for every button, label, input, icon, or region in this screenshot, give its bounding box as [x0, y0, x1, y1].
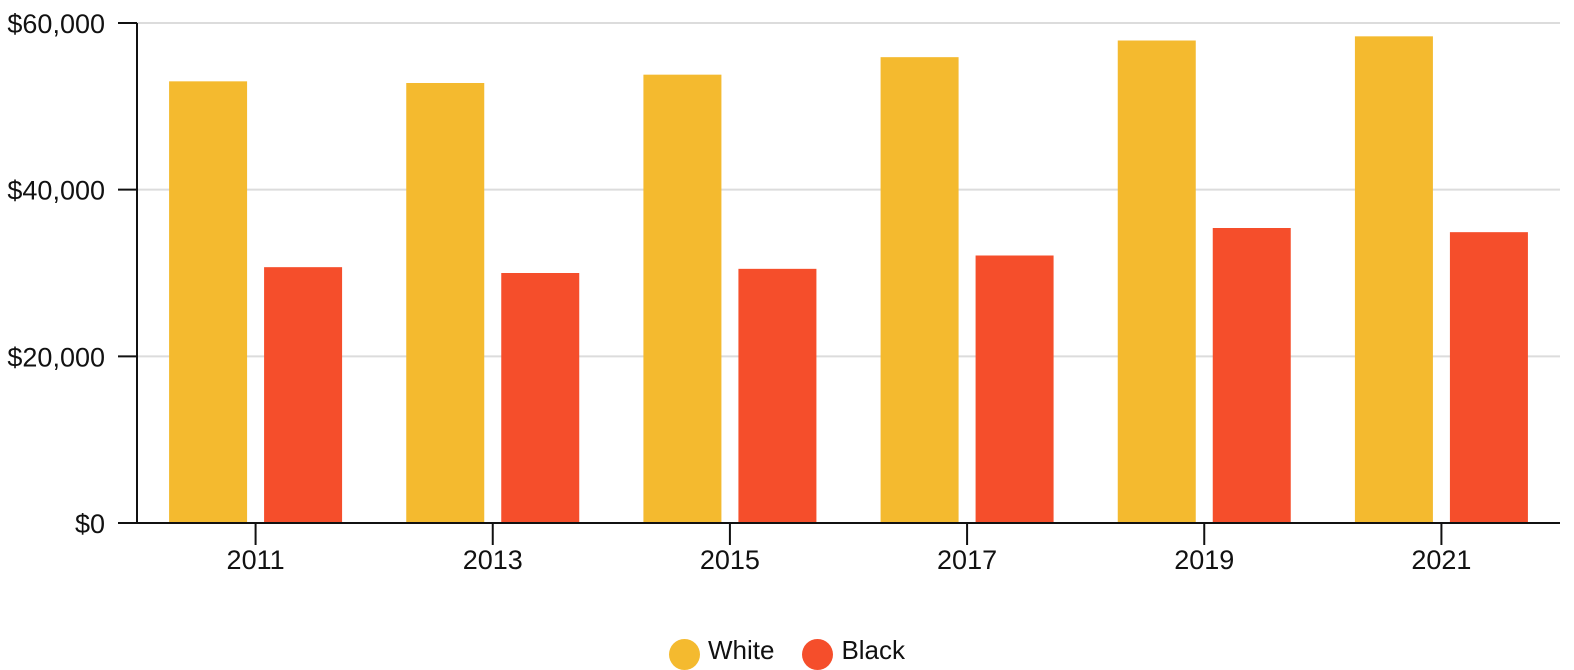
bars — [169, 36, 1528, 524]
legend-label-white: White — [707, 635, 775, 665]
legend-swatch-white — [668, 638, 700, 670]
x-tick-label: 2017 — [937, 545, 997, 575]
legend-swatch-black — [802, 638, 834, 670]
x-tick-label: 2011 — [227, 545, 285, 575]
x-tick-label: 2013 — [463, 545, 523, 575]
bar-black-2015 — [738, 268, 817, 523]
x-tick-label: 2019 — [1174, 545, 1234, 575]
legend: White Black — [0, 630, 1574, 670]
bar-white-2017 — [880, 57, 959, 524]
tick-labels: $0 $20,000 $40,000 $60,000 2011 2013 2015 2017 2… — [7, 9, 1471, 575]
x-tick-label: 2021 — [1411, 545, 1471, 575]
bar-white-2015 — [643, 74, 722, 524]
bar-black-2011 — [264, 267, 343, 523]
x-tick-label: 2015 — [700, 545, 760, 575]
bar-white-2011 — [169, 81, 248, 523]
bar-black-2021 — [1449, 232, 1528, 523]
y-tick-label: $20,000 — [7, 342, 105, 372]
y-tick-label: $0 — [75, 509, 105, 539]
bar-black-2019 — [1212, 228, 1291, 523]
bar-white-2021 — [1354, 36, 1433, 523]
legend-item-black: Black — [802, 635, 906, 670]
y-tick-label: $60,000 — [7, 9, 105, 39]
y-tick-label: $40,000 — [7, 176, 105, 206]
gridlines — [137, 22, 1560, 358]
bar-black-2017 — [975, 255, 1054, 523]
bar-white-2019 — [1117, 40, 1196, 523]
axes — [118, 22, 1560, 545]
bar-black-2013 — [501, 273, 580, 523]
bar-white-2013 — [406, 83, 485, 523]
legend-item-white: White — [668, 635, 775, 670]
legend-label-black: Black — [841, 635, 906, 665]
